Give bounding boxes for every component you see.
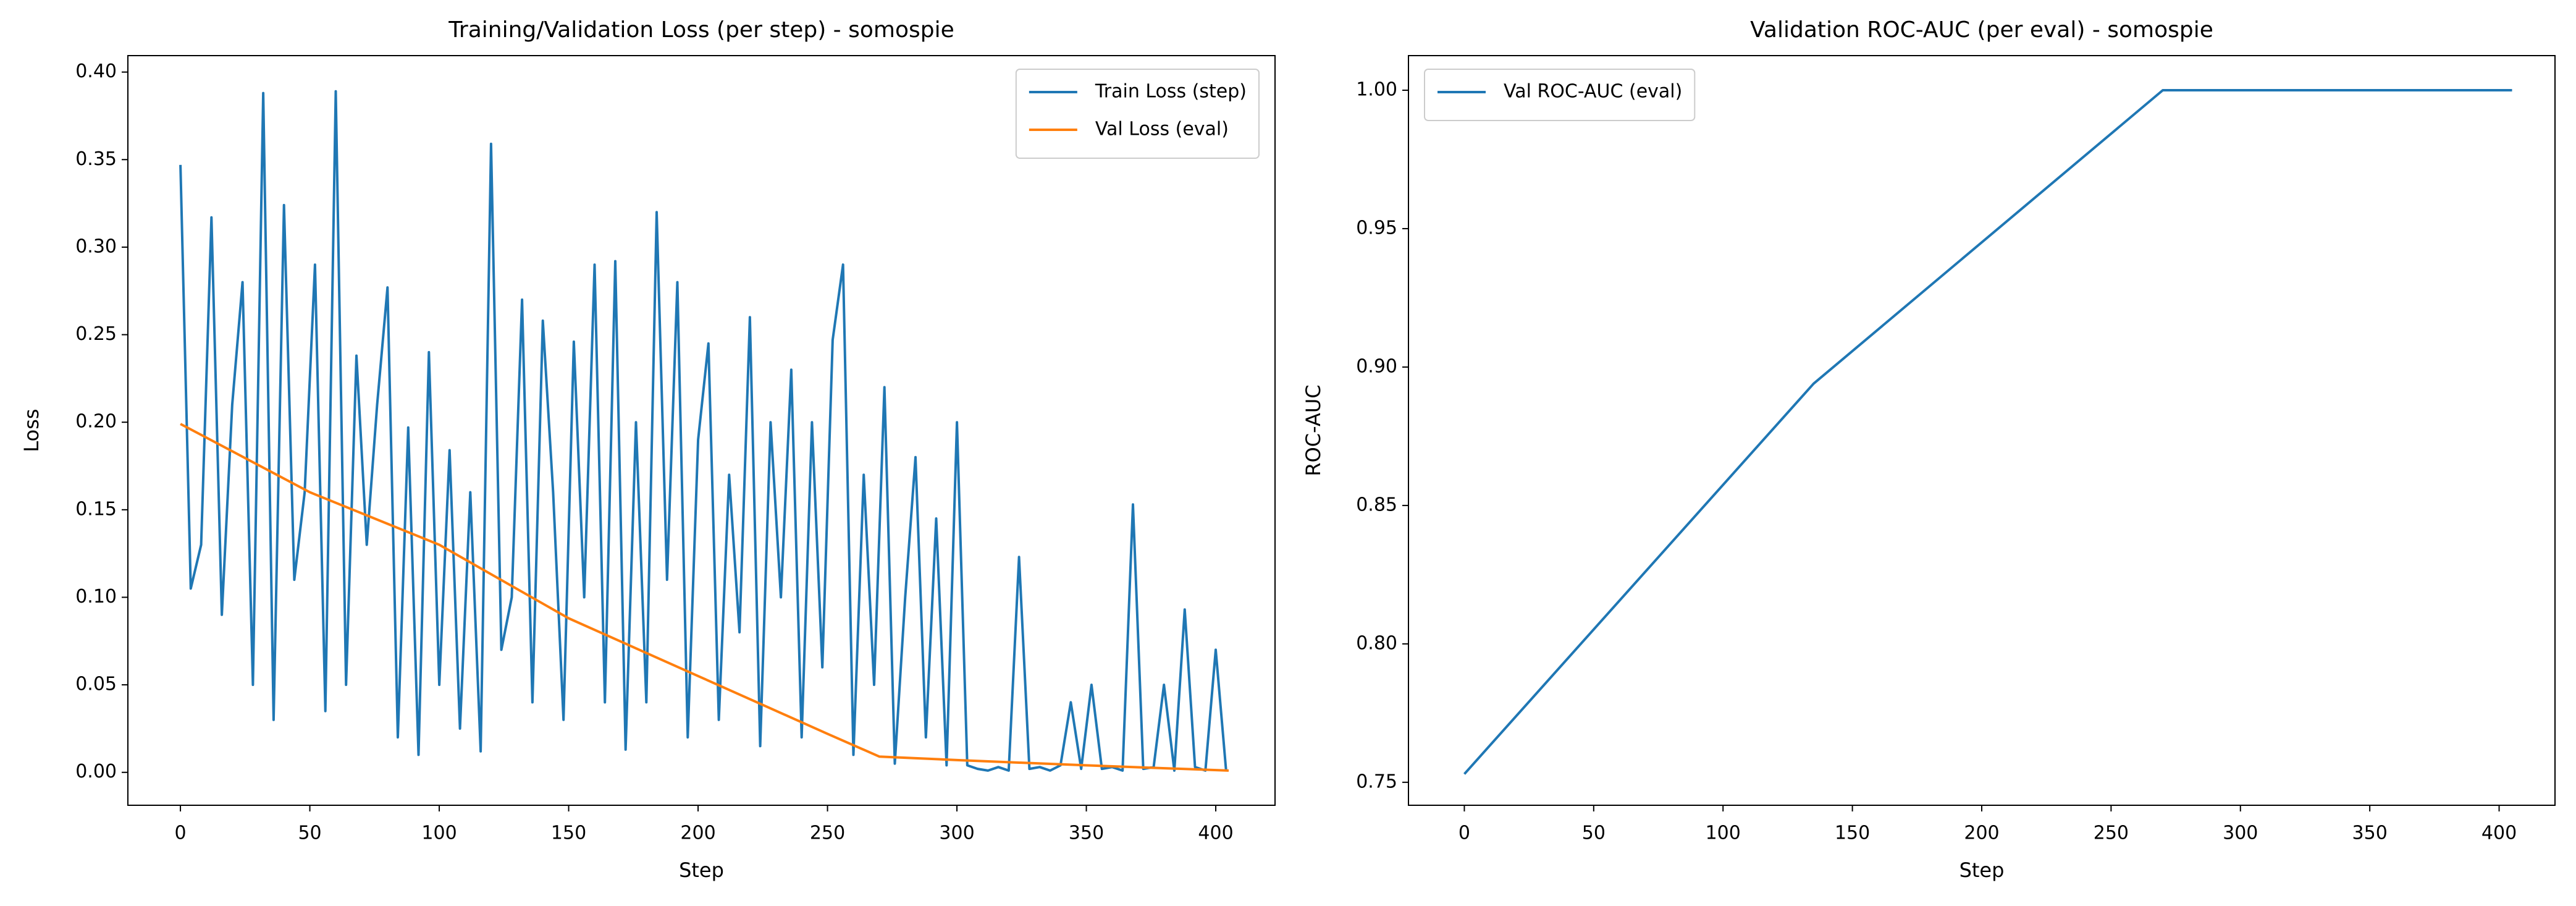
series-line [180,423,1229,772]
y-tick-label: 1.00 [1356,78,1397,100]
x-tick-label: 200 [680,823,715,844]
y-tick-label: 0.90 [1356,355,1397,377]
chart-title: Validation ROC-AUC (per eval) - somospie [1750,17,2213,43]
x-tick-label: 150 [1835,823,1870,844]
y-tick-label: 0.00 [75,761,117,782]
chart-title: Training/Validation Loss (per step) - so… [448,17,954,43]
y-axis-label: ROC-AUC [1302,384,1325,476]
y-tick-label: 0.15 [75,498,117,520]
x-tick-label: 50 [1582,823,1606,844]
y-tick-label: 0.95 [1356,217,1397,239]
y-axis-label: Loss [20,409,43,452]
legend-label: Val Loss (eval) [1095,119,1229,140]
x-tick-label: 0 [1458,823,1470,844]
y-tick-label: 0.30 [75,235,117,257]
x-tick-label: 400 [2481,823,2517,844]
x-tick-label: 300 [2223,823,2258,844]
y-tick-label: 0.10 [75,586,117,608]
x-tick-label: 50 [298,823,321,844]
x-tick-label: 250 [810,823,845,844]
legend-label: Train Loss (step) [1095,81,1247,103]
y-tick-label: 0.75 [1356,771,1397,792]
legend: Train Loss (step) Val Loss (eval) [1015,69,1260,159]
x-axis-label: Step [679,858,724,882]
x-tick-label: 0 [175,823,187,844]
x-tick-label: 200 [1964,823,1999,844]
legend-label: Val ROC-AUC (eval) [1504,81,1682,103]
x-tick-label: 300 [939,823,974,844]
x-tick-label: 350 [1069,823,1104,844]
y-tick-label: 0.40 [75,61,117,82]
x-tick-label: 100 [421,823,457,844]
x-tick-label: 400 [1198,823,1233,844]
plot-frame [127,55,1276,806]
series-line [1463,89,2512,775]
x-axis-label: Step [1959,858,2005,882]
y-tick-label: 0.85 [1356,494,1397,515]
x-tick-label: 250 [2094,823,2129,844]
series-line [179,90,1227,772]
plot-frame [1408,55,2556,806]
x-tick-label: 150 [551,823,586,844]
y-tick-label: 0.80 [1356,632,1397,654]
y-tick-label: 0.20 [75,411,117,433]
legend: Val ROC-AUC (eval) [1424,69,1696,121]
y-tick-label: 0.25 [75,323,117,345]
y-tick-label: 0.35 [75,148,117,170]
x-tick-label: 350 [2352,823,2388,844]
x-tick-label: 100 [1706,823,1741,844]
y-tick-label: 0.05 [75,674,117,695]
legend-box [1424,69,1696,121]
